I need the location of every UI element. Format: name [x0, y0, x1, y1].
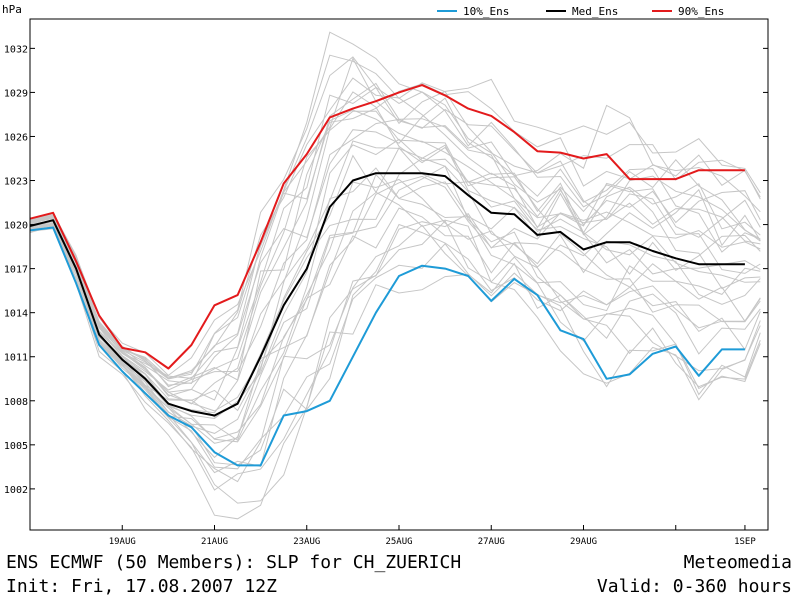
series-lines [29, 84, 745, 467]
y-tick-label: 1032 [4, 44, 28, 55]
ensemble-member-line [29, 144, 761, 418]
ensemble-member-line [29, 83, 761, 388]
y-tick-label: 1005 [4, 441, 28, 452]
y-unit-label: hPa [2, 3, 22, 16]
ensemble-member-lines [29, 31, 761, 520]
ensemble-member-line [29, 211, 761, 491]
ensemble-member-line [29, 224, 761, 483]
ensemble-member-line [29, 154, 761, 412]
series-line-10-ens [29, 226, 745, 467]
ensemble-member-line [29, 138, 761, 420]
valid-range: Valid: 0-360 hours [596, 576, 792, 597]
legend-label: 90%_Ens [678, 5, 724, 18]
ensemble-member-line [29, 173, 761, 459]
x-tick-label: 29AUG [570, 537, 597, 547]
ensemble-chart: 1002 1005 1008 1011 1014 1017 1020 1023 1026 1029… [2, 3, 769, 547]
y-axis: 1002 1005 1008 1011 1014 1017 1020 1023 1026 1029… [4, 44, 768, 496]
init-time: Init: Fri, 17.08.2007 12Z [6, 576, 277, 597]
x-tick-label: 27AUG [478, 537, 505, 547]
y-tick-label: 1023 [4, 177, 28, 188]
ensemble-member-line [29, 91, 761, 434]
x-tick-label: 23AUG [293, 537, 320, 547]
y-tick-label: 1011 [4, 353, 28, 364]
brand-label: Meteomedia [683, 552, 792, 573]
ensemble-member-line [29, 147, 761, 474]
ensemble-member-line [29, 222, 761, 470]
series-line-90-ens [29, 84, 745, 370]
y-tick-label: 1002 [4, 485, 28, 496]
ensemble-member-line [29, 31, 761, 377]
x-tick-label: 21AUG [201, 537, 228, 547]
x-tick-label: 25AUG [385, 537, 412, 547]
ensemble-member-line [29, 110, 761, 386]
y-tick-label: 1026 [4, 132, 28, 143]
chart-title: ENS ECMWF (50 Members): SLP for CH_ZUERI… [6, 552, 462, 573]
y-tick-label: 1029 [4, 88, 28, 99]
ensemble-member-line [29, 165, 761, 440]
legend-label: Med_Ens [572, 5, 618, 18]
x-tick-label: 19AUG [109, 537, 136, 547]
y-tick-label: 1014 [4, 309, 28, 320]
y-tick-label: 1008 [4, 397, 28, 408]
x-axis: 19AUG 21AUG 23AUG 25AUG 27AUG 29AUG 1SEP [109, 525, 756, 547]
legend-label: 10%_Ens [463, 5, 509, 18]
legend: 10%_Ens Med_Ens 90%_Ens [437, 5, 724, 18]
y-tick-label: 1017 [4, 265, 28, 276]
ensemble-member-line [29, 82, 761, 405]
series-line-med-ens [29, 172, 745, 417]
ensemble-member-line [29, 220, 761, 520]
y-tick-label: 1020 [4, 221, 28, 232]
x-tick-label: 1SEP [734, 537, 756, 547]
ensemble-member-line [29, 222, 761, 466]
